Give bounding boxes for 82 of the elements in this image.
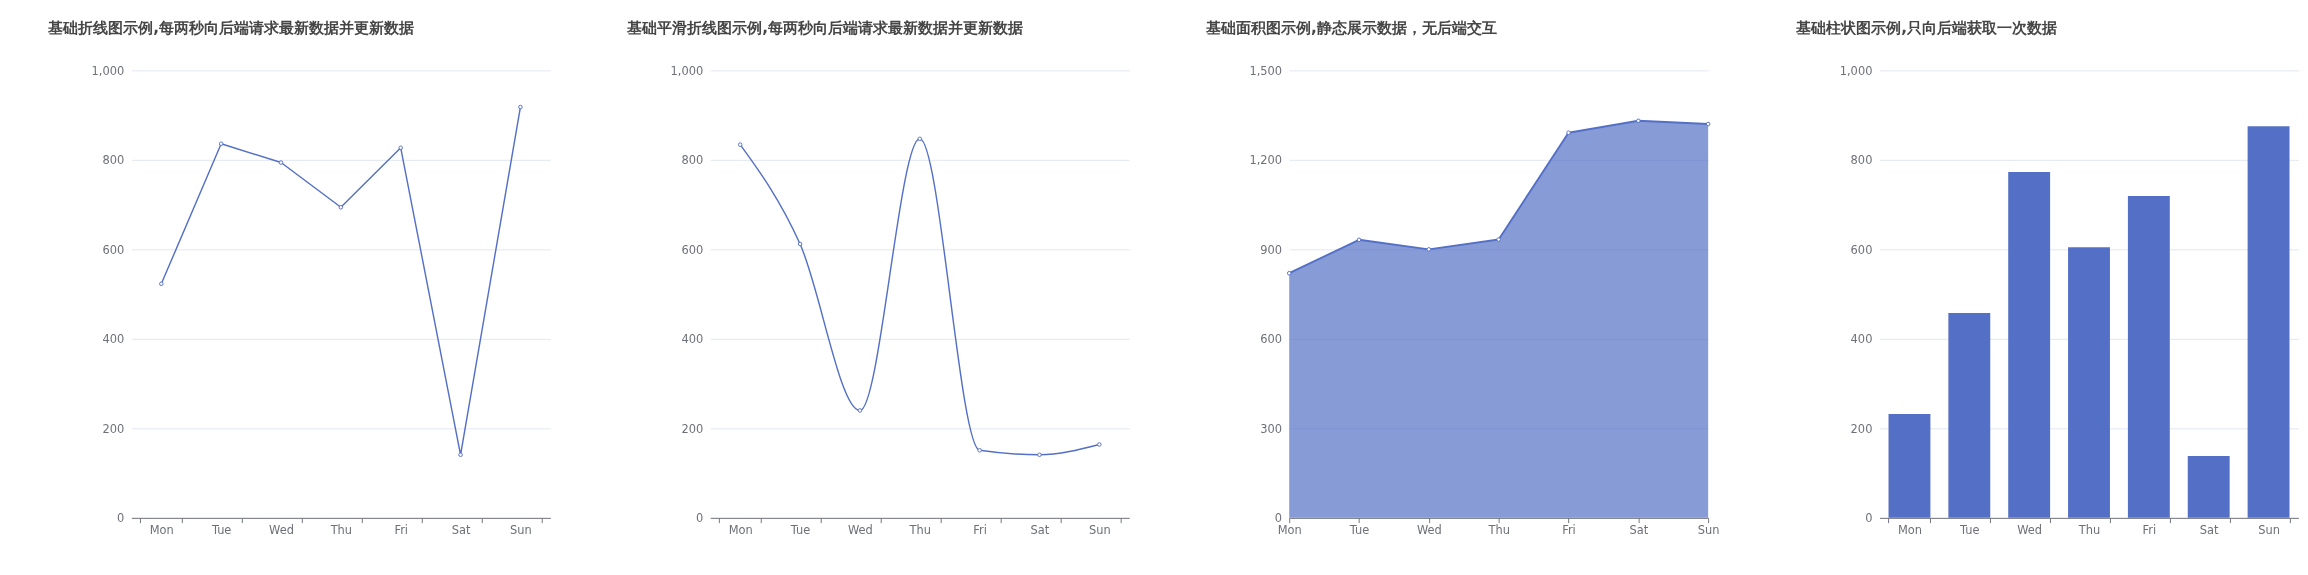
x-tick-label: Tue <box>1959 522 1980 537</box>
x-tick-label: Wed <box>2017 522 2043 537</box>
bar <box>2068 247 2110 518</box>
x-tick-label: Mon <box>728 522 753 537</box>
chart-title: 基础平滑折线图示例,每两秒向后端请求最新数据并更新数据 <box>626 19 1023 38</box>
x-tick-label: Wed <box>1416 522 1442 537</box>
x-tick-label: Tue <box>789 522 811 537</box>
x-tick-label: Fri <box>2142 522 2157 537</box>
x-tick-label: Thu <box>1487 522 1510 537</box>
point <box>1356 237 1362 243</box>
bar <box>2127 196 2170 518</box>
y-tick-label: 0 <box>1865 511 1873 526</box>
x-tick-label: Tue <box>1348 522 1370 537</box>
y-tick-label: 1,000 <box>91 63 125 78</box>
point <box>458 452 463 458</box>
y-tick-label: 0 <box>695 511 704 526</box>
y-tick-label: 1,200 <box>1249 153 1283 168</box>
x-tick-label: Tue <box>210 522 232 537</box>
x-tick-label: Fri <box>394 522 408 537</box>
x-tick-label: Fri <box>973 522 987 537</box>
point <box>278 160 284 165</box>
point <box>338 205 344 210</box>
x-tick-label: Fri <box>1562 522 1576 537</box>
bar <box>1888 414 1931 518</box>
x-tick-label: Sun <box>2258 522 2280 537</box>
x-tick-label: Thu <box>329 522 353 537</box>
x-tick-label: Thu <box>2077 522 2101 537</box>
point <box>1566 130 1571 135</box>
y-tick-label: 900 <box>1260 242 1283 257</box>
x-tick-label: Wed <box>269 522 294 537</box>
point <box>398 145 403 151</box>
point <box>518 104 523 110</box>
point <box>1286 270 1292 276</box>
point <box>857 408 863 413</box>
y-tick-label: 800 <box>1850 153 1873 168</box>
x-tick-label: Thu <box>908 522 931 537</box>
point <box>218 141 224 147</box>
x-tick-label: Wed <box>847 522 873 537</box>
x-tick-label: Mon <box>1897 522 1922 537</box>
x-tick-label: Sat <box>1629 522 1649 537</box>
chart-title: 基础折线图示例,每两秒向后端请求最新数据并更新数据 <box>47 19 415 38</box>
x-tick-label: Sat <box>2199 522 2220 537</box>
y-tick-label: 600 <box>681 242 704 257</box>
point <box>797 241 803 247</box>
point <box>1426 247 1432 252</box>
y-tick-label: 1,000 <box>1839 63 1873 78</box>
y-tick-label: 600 <box>102 242 125 257</box>
point <box>917 136 923 142</box>
x-tick-label: Sat <box>1030 522 1050 537</box>
y-tick-label: 400 <box>681 332 704 347</box>
x-tick-label: Sun <box>1088 522 1111 537</box>
point <box>1496 237 1501 242</box>
point <box>1705 121 1711 127</box>
bar <box>2008 171 2051 518</box>
y-tick-label: 0 <box>116 511 125 526</box>
y-tick-label: 400 <box>1850 332 1873 347</box>
x-tick-label: Sun <box>1697 522 1720 537</box>
y-tick-label: 200 <box>681 421 704 436</box>
chart-title: 基础柱状图示例,只向后端获取一次数据 <box>1795 19 2058 38</box>
y-tick-label: 400 <box>102 332 125 347</box>
x-tick-label: Sun <box>510 522 532 537</box>
point <box>159 281 164 287</box>
x-tick-label: Sat <box>451 522 471 537</box>
y-tick-label: 200 <box>102 421 125 436</box>
y-tick-label: 1,000 <box>670 63 704 78</box>
chart-title: 基础面积图示例,静态展示数据，无后端交互 <box>1205 19 1497 38</box>
y-tick-label: 600 <box>1260 332 1283 347</box>
point <box>977 448 982 453</box>
point <box>1636 118 1641 124</box>
x-tick-label: Mon <box>149 522 174 537</box>
y-tick-label: 600 <box>1850 242 1873 257</box>
y-tick-label: 1,500 <box>1249 63 1283 78</box>
y-tick-label: 800 <box>681 153 704 168</box>
bar <box>2187 456 2230 518</box>
point <box>1097 442 1102 447</box>
bar <box>1948 312 1991 518</box>
point <box>1037 452 1042 458</box>
bar <box>2247 126 2290 518</box>
point <box>737 142 743 147</box>
y-tick-label: 200 <box>1850 421 1873 436</box>
y-tick-label: 300 <box>1260 421 1283 436</box>
y-tick-label: 800 <box>102 153 125 168</box>
